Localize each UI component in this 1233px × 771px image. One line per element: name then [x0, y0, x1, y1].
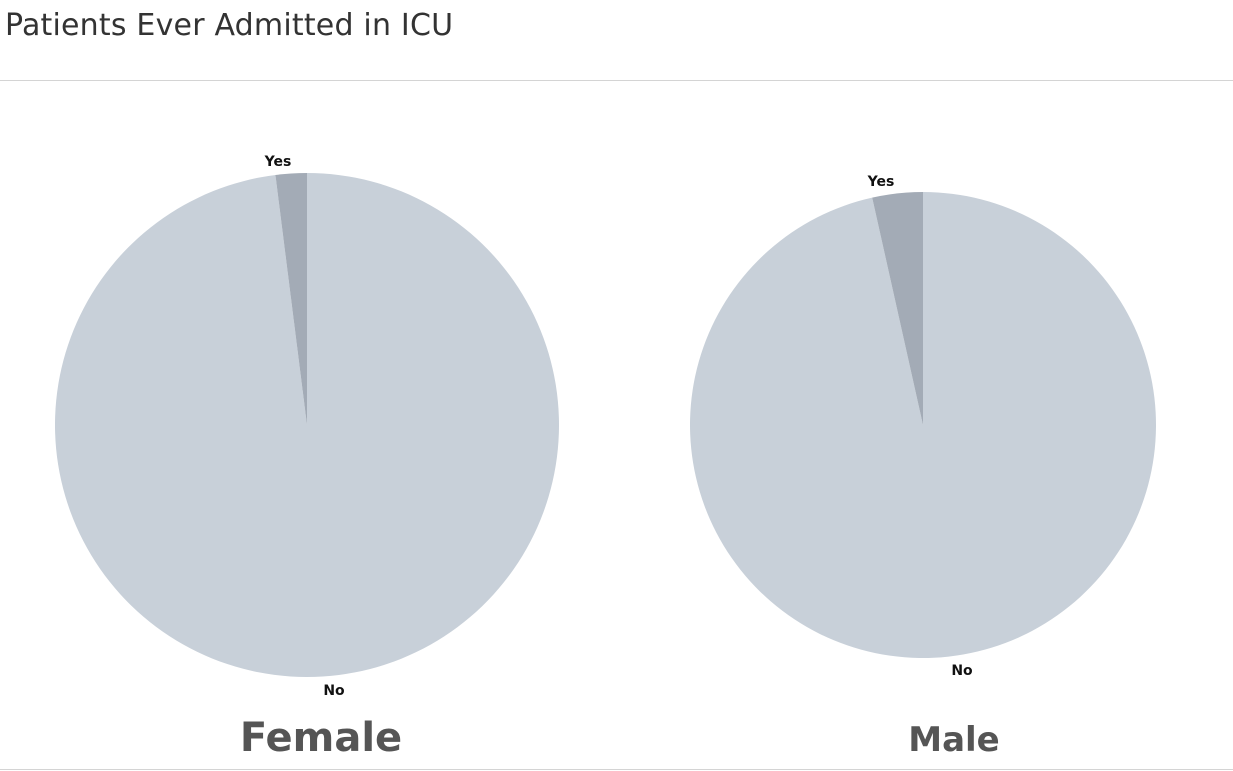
- slice-label-yes: Yes: [867, 174, 895, 190]
- slice-label-no: No: [323, 683, 345, 699]
- male-pie: Yes No Male: [689, 174, 1156, 760]
- female-pie: Yes No Female: [54, 154, 559, 761]
- pie-slice-no[interactable]: [689, 192, 1156, 658]
- pie-slice-yes[interactable]: [275, 173, 307, 425]
- bottom-divider: [0, 769, 1233, 770]
- slice-label-no: No: [951, 663, 973, 679]
- top-divider: [0, 80, 1233, 81]
- pie-slice-yes[interactable]: [872, 192, 923, 425]
- chart-title: Patients Ever Admitted in ICU: [5, 8, 454, 43]
- pane-label-male: Male: [908, 720, 1000, 760]
- pane-label-female: Female: [240, 715, 402, 761]
- pie-slice-no[interactable]: [54, 173, 559, 677]
- slice-label-yes: Yes: [264, 154, 292, 170]
